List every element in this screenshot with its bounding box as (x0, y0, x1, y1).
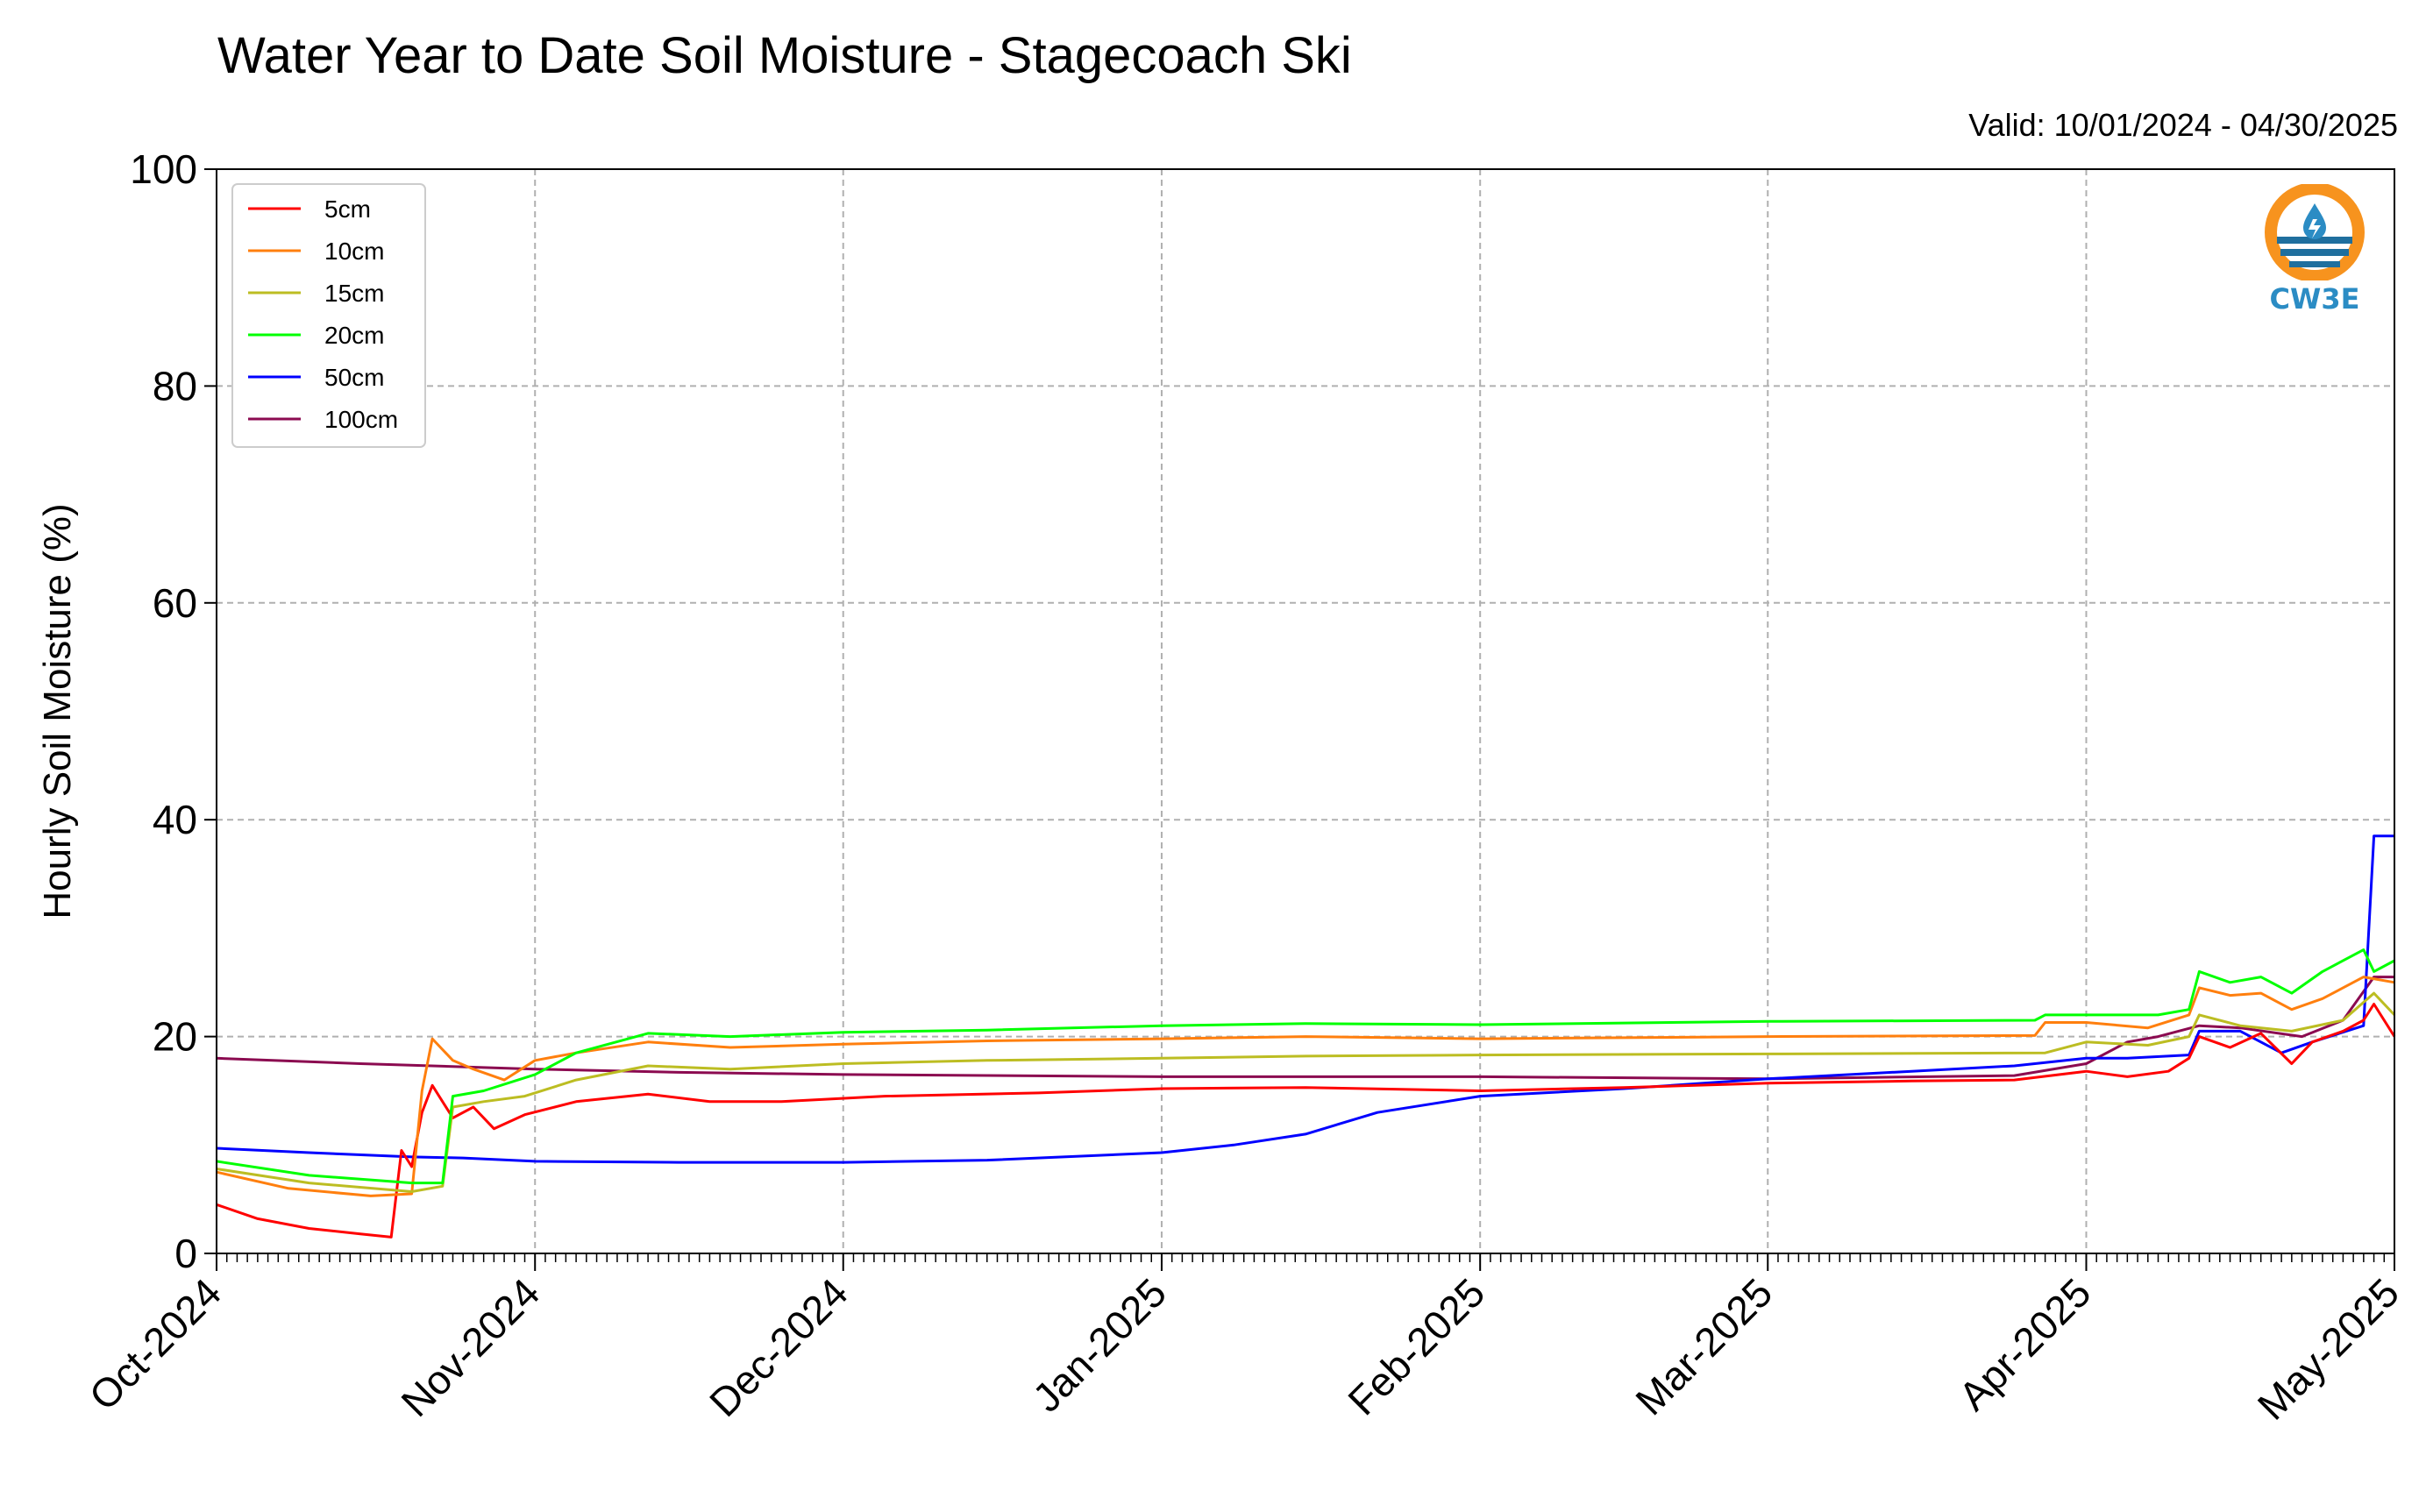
x-axis: Oct-2024 Nov-2024 Dec-2024 Jan-2025 Feb-2025… (81, 1253, 2408, 1429)
x-tick-label: Mar-2025 (1626, 1269, 1781, 1423)
legend-label-10cm: 10cm (324, 238, 384, 265)
x-tick-label: Jan-2025 (1024, 1269, 1175, 1420)
y-tick-label: 20 (153, 1014, 197, 1060)
cw3e-emblem-icon (2265, 182, 2365, 282)
x-tick-label: May-2025 (2249, 1269, 2408, 1428)
series-line-100cm (216, 976, 2394, 1081)
y-axis-label: Hourly Soil Moisture (%) (36, 503, 79, 919)
series-line-15cm (216, 991, 2396, 1193)
legend-label-50cm: 50cm (324, 364, 384, 391)
x-tick-label: Feb-2025 (1339, 1269, 1493, 1423)
series-line-50cm (216, 834, 2394, 1164)
valid-date-range: Valid: 10/01/2024 - 04/30/2025 (1968, 107, 2398, 143)
legend-label-15cm: 15cm (324, 280, 384, 307)
legend-label-20cm: 20cm (324, 322, 384, 349)
series-line-20cm (216, 948, 2395, 1185)
x-tick-label: Nov-2024 (392, 1269, 548, 1425)
x-tick-label: Dec-2024 (701, 1269, 857, 1425)
x-tick-label: Oct-2024 (81, 1269, 231, 1419)
series-line-10cm (216, 976, 2395, 1197)
series-lines (216, 834, 2396, 1239)
y-tick-label: 60 (153, 580, 197, 626)
cw3e-logo: CW3E (2258, 182, 2372, 324)
legend: 5cm 10cm 15cm 20cm 50cm 100cm (231, 183, 426, 448)
y-tick-label: 40 (153, 797, 197, 842)
grid-lines (217, 169, 2394, 1253)
y-tick-label: 80 (153, 363, 197, 408)
chart-title: Water Year to Date Soil Moisture - Stage… (217, 27, 1352, 84)
logo-text: CW3E (2269, 282, 2360, 316)
series-line-5cm (216, 1003, 2396, 1239)
legend-label-5cm: 5cm (324, 195, 371, 223)
x-tick-label: Apr-2025 (1950, 1269, 2100, 1419)
legend-label-100cm: 100cm (324, 406, 398, 433)
y-axis: 0 20 40 60 80 100 (130, 146, 217, 1276)
y-tick-label: 0 (174, 1231, 197, 1276)
y-tick-label: 100 (130, 146, 197, 192)
